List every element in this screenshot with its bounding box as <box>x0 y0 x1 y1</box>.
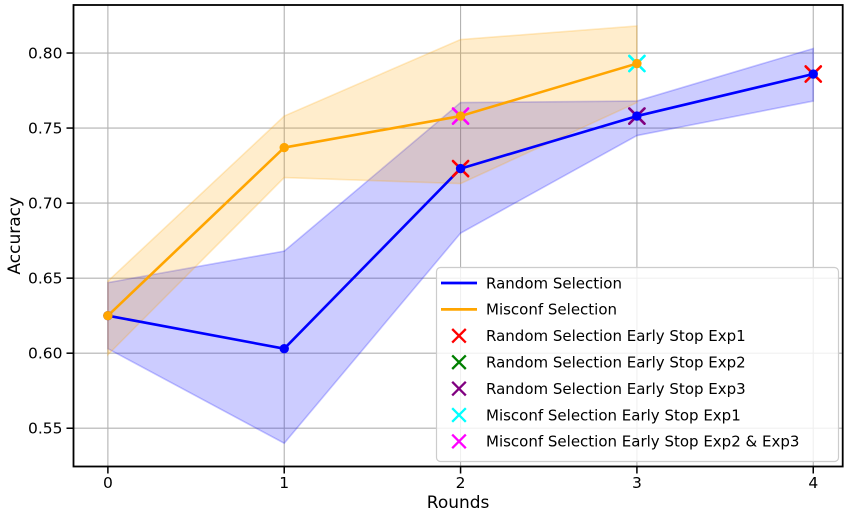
y-tick-label: 0.80 <box>28 45 63 63</box>
x-tick-label: 4 <box>808 474 818 492</box>
x-tick-label: 1 <box>279 474 289 492</box>
legend-x-sample <box>451 407 467 423</box>
legend-label: Misconf Selection Early Stop Exp1 <box>486 406 741 424</box>
legend: Random Selection Misconf Selection Random … <box>435 266 840 463</box>
legend-label: Random Selection Early Stop Exp1 <box>486 327 746 345</box>
axes-spines <box>72 4 844 468</box>
data-point-series-0 <box>455 163 466 174</box>
legend-entry: Random Selection <box>441 274 622 292</box>
legend-box <box>435 266 840 463</box>
data-point-series-0 <box>632 111 642 121</box>
data-point-series-1 <box>455 111 466 121</box>
x-tick-label: 2 <box>456 474 466 492</box>
data-point-series-1 <box>279 142 289 153</box>
y-tick-label: 0.55 <box>28 420 63 438</box>
legend-entry: Misconf Selection Early Stop Exp1 <box>451 406 741 424</box>
legend-entry: Random Selection Early Stop Exp3 <box>451 380 746 398</box>
legend-label: Misconf Selection <box>486 301 617 319</box>
legend-label: Random Selection Early Stop Exp2 <box>486 354 746 372</box>
data-point-series-1 <box>632 58 642 69</box>
data-point-series-1 <box>103 310 113 321</box>
line-series-1 <box>106 62 638 317</box>
legend-label: Random Selection Early Stop Exp3 <box>486 380 746 398</box>
legend-x-sample <box>451 380 467 397</box>
x-tick-label: 3 <box>632 474 642 492</box>
y-tick-label: 0.70 <box>28 195 63 213</box>
data-point-series-0 <box>808 69 818 79</box>
legend-entry: Misconf Selection Early Stop Exp2 & Exp3 <box>451 433 799 451</box>
legend-entry: Random Selection Early Stop Exp1 <box>451 327 746 345</box>
legend-label: Misconf Selection Early Stop Exp2 & Exp3 <box>486 433 799 451</box>
x-tick-label: 0 <box>103 474 113 492</box>
y-tick-label: 0.65 <box>28 270 63 288</box>
legend-label: Random Selection <box>486 274 622 292</box>
data-point-series-0 <box>279 343 289 354</box>
confidence-band-series-1 <box>107 25 638 357</box>
legend-x-sample <box>451 433 467 450</box>
x-axis-title: Rounds <box>427 493 490 513</box>
legend-entry: Random Selection Early Stop Exp2 <box>451 354 746 372</box>
legend-x-sample <box>451 328 467 344</box>
y-axis-title: Accuracy <box>5 197 25 275</box>
legend-entry: Misconf Selection <box>441 301 617 319</box>
legend-x-sample <box>451 354 467 370</box>
y-tick-label: 0.60 <box>28 345 63 363</box>
y-tick-label: 0.75 <box>28 120 63 138</box>
